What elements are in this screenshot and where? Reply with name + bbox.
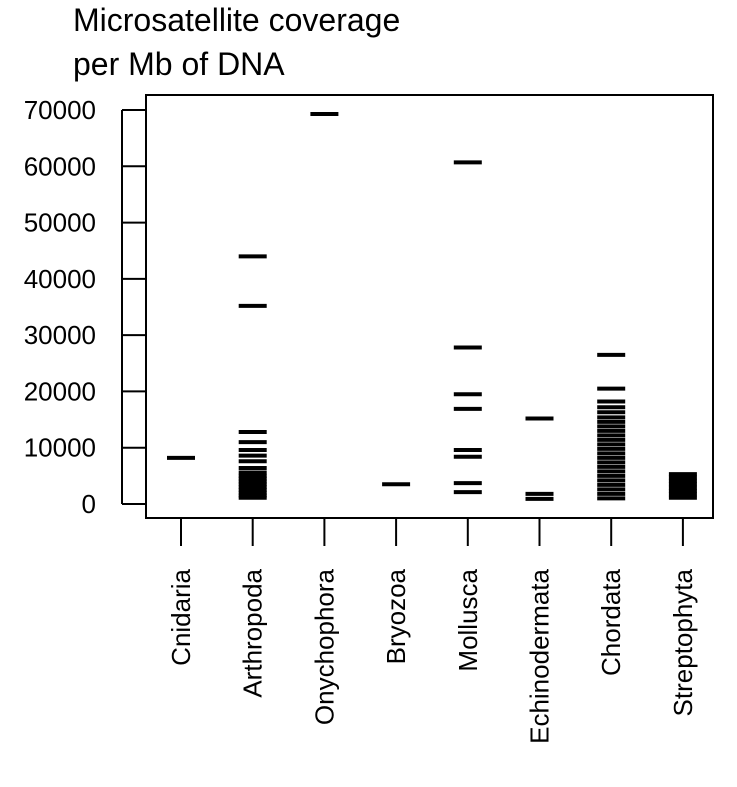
x-category-label: Streptophyta	[668, 568, 698, 716]
y-axis: 0 10000 20000 30000 40000 50000 60000 70000	[24, 95, 146, 519]
y-tick-label: 50000	[24, 208, 96, 238]
y-tick-label: 60000	[24, 151, 96, 181]
y-tick-label: 40000	[24, 264, 96, 294]
x-category-label: Arthropoda	[238, 568, 268, 697]
x-category-label: Onychophora	[309, 568, 339, 725]
y-tick-label: 0	[82, 489, 96, 519]
x-category-label: Cnidaria	[166, 568, 196, 665]
x-category-label: Chordata	[596, 568, 626, 675]
y-tick-label: 10000	[24, 433, 96, 463]
chart-title-line-2: per Mb of DNA	[73, 46, 285, 82]
y-tick-label: 70000	[24, 95, 96, 125]
data-marks	[167, 111, 697, 501]
chart-title-line-1: Microsatellite coverage	[73, 2, 400, 38]
x-category-label: Echinodermata	[525, 568, 555, 743]
x-category-label: Bryozoa	[381, 568, 411, 664]
x-axis: Cnidaria Arthropoda Onychophora Bryozoa Moll…	[166, 518, 698, 744]
y-tick-label: 20000	[24, 376, 96, 406]
y-tick-label: 30000	[24, 320, 96, 350]
plot-frame	[145, 94, 714, 519]
x-category-label: Mollusca	[453, 568, 483, 671]
